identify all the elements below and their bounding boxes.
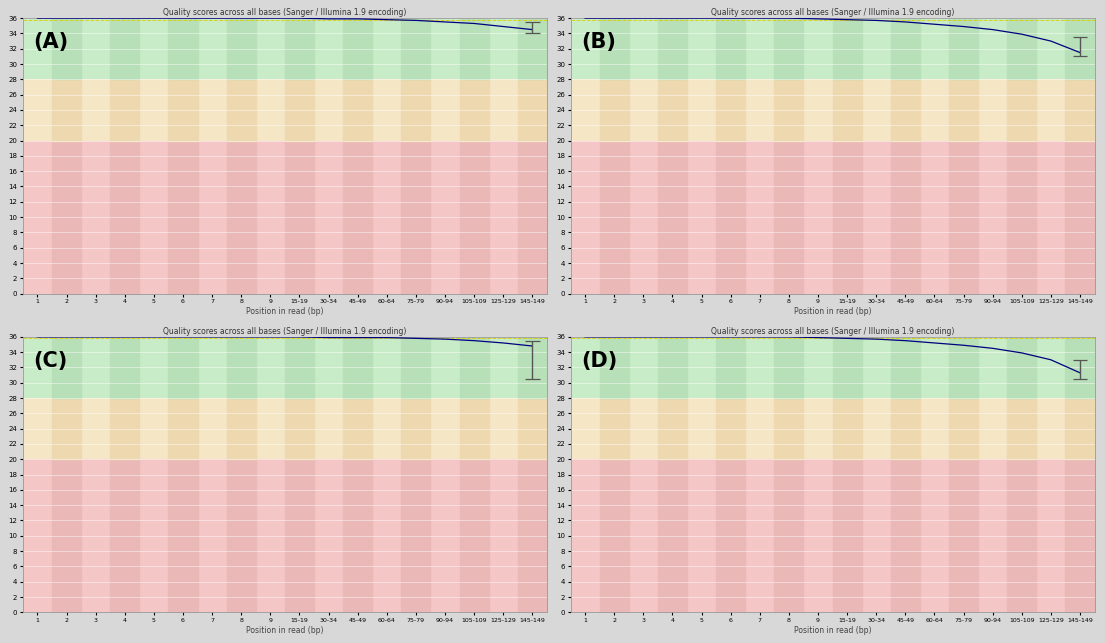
Text: (B): (B)	[581, 32, 615, 52]
Bar	[23, 337, 547, 398]
Text: (A): (A)	[33, 32, 69, 52]
Bar	[570, 398, 1095, 459]
Text: (C): (C)	[33, 350, 67, 370]
Bar	[23, 398, 547, 459]
Bar	[570, 141, 1095, 294]
X-axis label: Position in read (bp): Position in read (bp)	[246, 307, 324, 316]
X-axis label: Position in read (bp): Position in read (bp)	[793, 307, 871, 316]
Bar	[570, 18, 1095, 79]
Title: Quality scores across all bases (Sanger / Illumina 1.9 encoding): Quality scores across all bases (Sanger …	[711, 327, 955, 336]
Text: (D): (D)	[581, 350, 618, 370]
Bar	[570, 337, 1095, 398]
Bar	[570, 459, 1095, 612]
Bar	[570, 79, 1095, 141]
Title: Quality scores across all bases (Sanger / Illumina 1.9 encoding): Quality scores across all bases (Sanger …	[711, 8, 955, 17]
Bar	[23, 141, 547, 294]
Title: Quality scores across all bases (Sanger / Illumina 1.9 encoding): Quality scores across all bases (Sanger …	[164, 327, 407, 336]
X-axis label: Position in read (bp): Position in read (bp)	[246, 626, 324, 635]
Bar	[23, 79, 547, 141]
Bar	[23, 459, 547, 612]
Bar	[23, 18, 547, 79]
X-axis label: Position in read (bp): Position in read (bp)	[793, 626, 871, 635]
Title: Quality scores across all bases (Sanger / Illumina 1.9 encoding): Quality scores across all bases (Sanger …	[164, 8, 407, 17]
